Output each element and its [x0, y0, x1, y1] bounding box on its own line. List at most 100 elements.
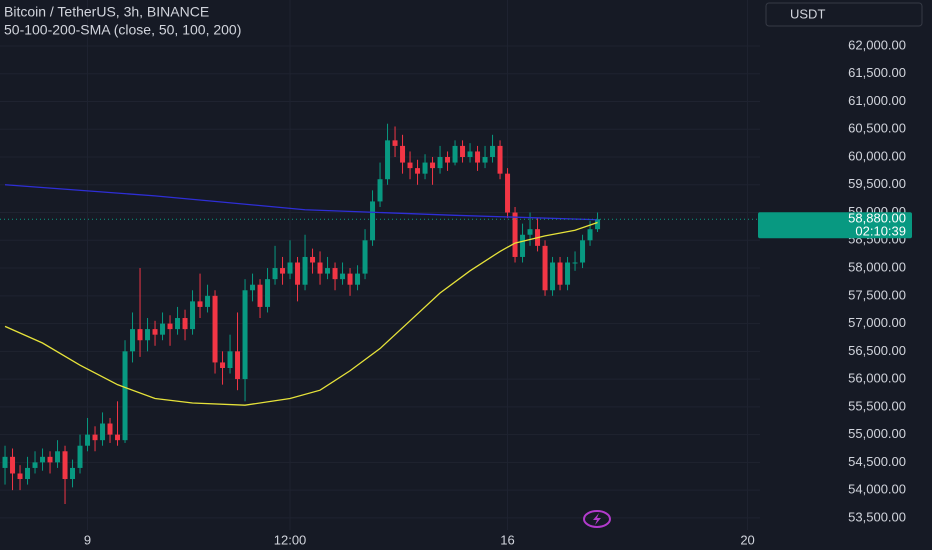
- candle-body: [377, 179, 383, 202]
- candle-body: [62, 451, 68, 480]
- candle-body: [55, 451, 61, 463]
- y-tick-label: 62,000.00: [848, 37, 906, 52]
- candle-body: [512, 212, 518, 257]
- candle-body: [445, 157, 451, 163]
- candle-body: [527, 229, 533, 235]
- candle-body: [47, 456, 53, 463]
- y-tick-label: 56,500.00: [848, 343, 906, 358]
- candle-body: [295, 262, 301, 285]
- x-tick-label: 16: [500, 532, 514, 547]
- candle-body: [160, 323, 166, 335]
- candle-body: [430, 162, 436, 169]
- currency-button[interactable]: [765, 2, 923, 27]
- candle-body: [107, 423, 113, 435]
- candle-body: [392, 140, 398, 146]
- candle-body: [152, 329, 158, 335]
- candle-body: [302, 256, 308, 285]
- y-tick-label: 58,000.00: [848, 259, 906, 274]
- lightning-icon: [583, 510, 611, 528]
- candle-body: [190, 301, 196, 330]
- candle-body: [175, 318, 181, 330]
- candle-body: [77, 445, 83, 468]
- candle-body: [167, 323, 173, 330]
- candle-body: [257, 284, 263, 307]
- candle-body: [220, 362, 226, 368]
- candle-body: [310, 256, 316, 263]
- candle-body: [572, 262, 578, 264]
- sma-line: [4, 221, 598, 406]
- candle-body: [482, 157, 488, 163]
- candle-body: [542, 245, 548, 291]
- candle-body: [565, 262, 571, 285]
- candle-body: [287, 262, 293, 274]
- y-tick-label: 55,500.00: [848, 398, 906, 413]
- countdown-label: 02:10:39: [855, 224, 906, 239]
- grid: [0, 0, 760, 530]
- candle-body: [407, 162, 413, 169]
- candle-body: [580, 240, 586, 263]
- y-tick-label: 60,000.00: [848, 148, 906, 163]
- candle-body: [250, 284, 256, 291]
- candle-body: [10, 456, 16, 474]
- currency-label[interactable]: USDT: [790, 6, 825, 21]
- last-price-box: [758, 212, 912, 239]
- y-tick-label: 60,500.00: [848, 121, 906, 136]
- price-axis: 53,500.00 54,000.00 54,500.00 55,000.00 55,5…: [848, 37, 906, 524]
- candle-body: [205, 295, 211, 307]
- candle-body: [272, 268, 278, 280]
- candle-body: [467, 151, 473, 158]
- candle-body: [490, 145, 496, 158]
- candle-body: [347, 273, 353, 285]
- x-tick-label: 9: [84, 532, 91, 547]
- candle-body: [557, 262, 563, 285]
- candle-body: [212, 295, 218, 363]
- candle-body: [145, 329, 151, 341]
- candle-body: [437, 157, 443, 169]
- candle-body: [595, 219, 601, 230]
- candle-body: [115, 434, 121, 441]
- last-price-label: 58,880.00: [848, 211, 906, 226]
- y-tick-label: 56,000.00: [848, 371, 906, 386]
- indicator-label: 50-100-200-SMA (close, 50, 100, 200): [4, 22, 241, 38]
- candle-body: [92, 434, 98, 441]
- y-tick-label: 57,000.00: [848, 315, 906, 330]
- candle-body: [227, 351, 233, 368]
- candle-body: [70, 467, 76, 480]
- candle-body: [422, 162, 428, 174]
- plot-area: [0, 123, 760, 505]
- y-tick-label: 54,500.00: [848, 454, 906, 469]
- candle-body: [130, 329, 136, 352]
- candle-body: [2, 456, 8, 468]
- candle-body: [385, 140, 391, 180]
- candle-body: [32, 462, 38, 468]
- chart-title: Bitcoin / TetherUS, 3h, BINANCE: [4, 4, 209, 20]
- candle-body: [340, 273, 346, 280]
- candle-body: [122, 351, 128, 441]
- candle-body: [415, 168, 421, 174]
- candle-body: [355, 273, 361, 285]
- candle-body: [242, 290, 248, 380]
- y-tick-label: 55,000.00: [848, 426, 906, 441]
- x-tick-label: 20: [740, 532, 754, 547]
- candle-body: [235, 351, 241, 380]
- candle-body: [587, 229, 593, 241]
- candle-body: [400, 145, 406, 163]
- sma-line: [4, 184, 598, 221]
- y-tick-label: 54,000.00: [848, 482, 906, 497]
- candle-body: [137, 329, 143, 341]
- candle-body: [85, 434, 91, 446]
- y-tick-label: 61,500.00: [848, 65, 906, 80]
- candle-body: [362, 240, 368, 274]
- candle-body: [265, 279, 271, 307]
- candle-body: [325, 268, 331, 274]
- candle-body: [25, 467, 31, 480]
- candle-body: [332, 268, 338, 280]
- y-tick-label: 53,500.00: [848, 509, 906, 524]
- candle-body: [182, 318, 188, 330]
- candle-body: [100, 423, 106, 441]
- candle-body: [460, 145, 466, 158]
- candle-body: [317, 262, 323, 274]
- candle-body: [550, 262, 556, 291]
